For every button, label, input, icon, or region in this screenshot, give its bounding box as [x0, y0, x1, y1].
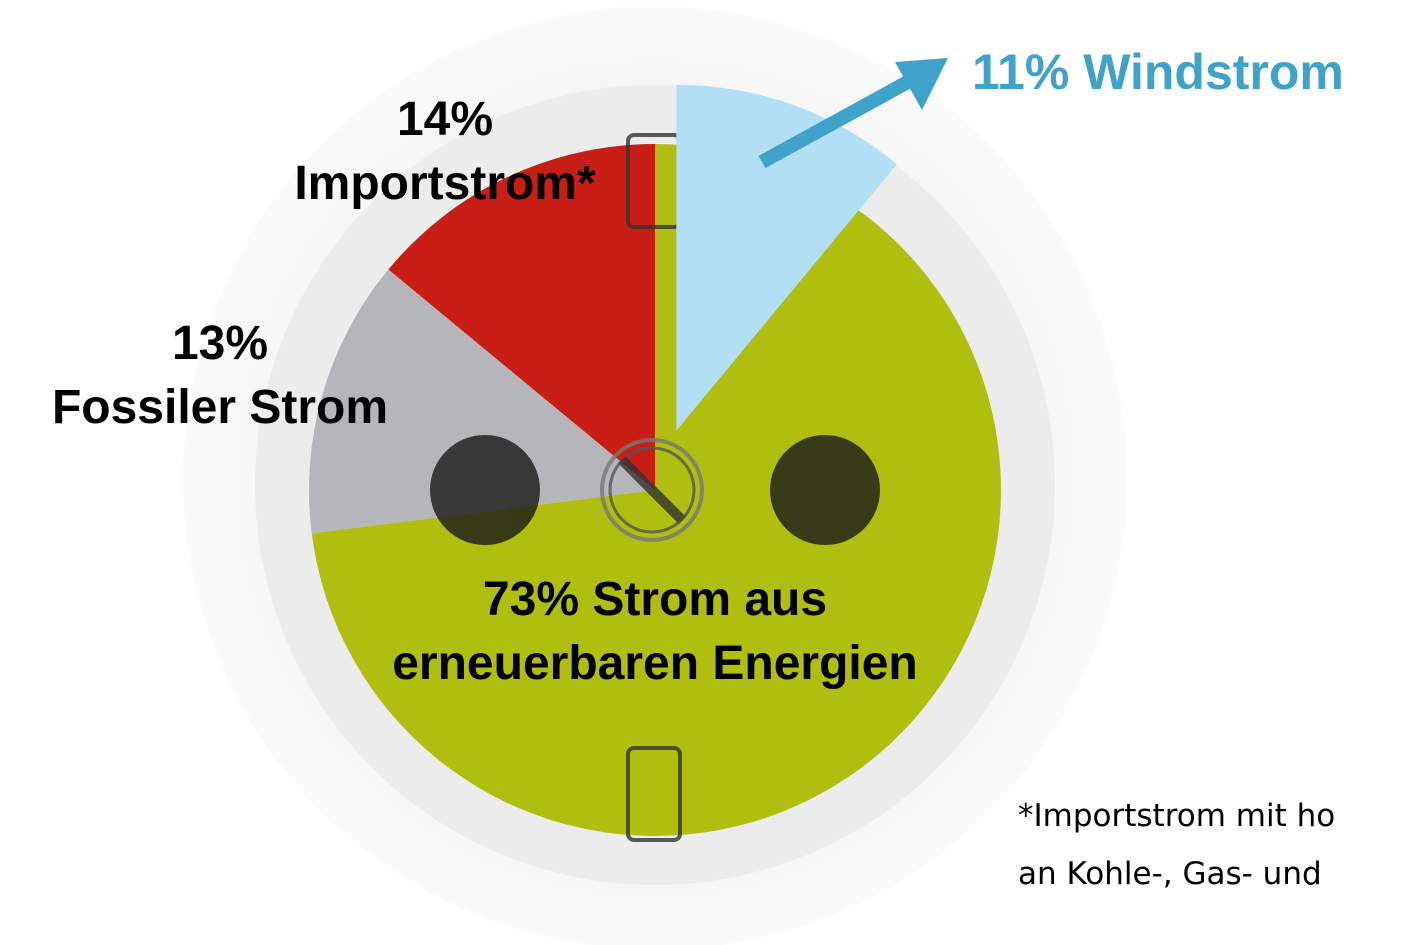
highlight-label: 11% Windstrom [972, 40, 1344, 104]
value-label: 14% [396, 93, 494, 146]
footnote: an Kohle-, Gas- und [1018, 856, 1322, 892]
arrow-head [895, 58, 948, 110]
category-label: Importstrom* [294, 157, 596, 210]
arrow-shaft [758, 71, 919, 169]
socket-pin [626, 746, 682, 842]
value-label: 13% [171, 317, 269, 370]
pie-slice [388, 144, 655, 490]
value-label: 11% [972, 44, 1070, 100]
socket-hole [430, 435, 540, 545]
slice-label: 14% Importstrom* [225, 88, 665, 216]
footnote: *Importstrom mit ho [1018, 798, 1336, 834]
category-label: Windstrom [1083, 44, 1344, 100]
category-label: Fossiler Strom [51, 381, 389, 434]
category-label: Strom aus erneuerbaren Energien [392, 573, 918, 690]
socket-screw-inner [608, 446, 696, 534]
socket-screw [600, 438, 704, 542]
slice-label: 13% Fossiler Strom [0, 312, 440, 440]
screw-slot [618, 456, 686, 524]
value-label: 73% [482, 573, 579, 626]
slice-label: 73% Strom aus erneuerbaren Energien [325, 568, 985, 696]
pie-slice [309, 269, 655, 534]
pie-slice-highlight [676, 84, 897, 431]
socket-details [430, 133, 880, 842]
socket-hole [770, 435, 880, 545]
highlight [676, 84, 897, 431]
